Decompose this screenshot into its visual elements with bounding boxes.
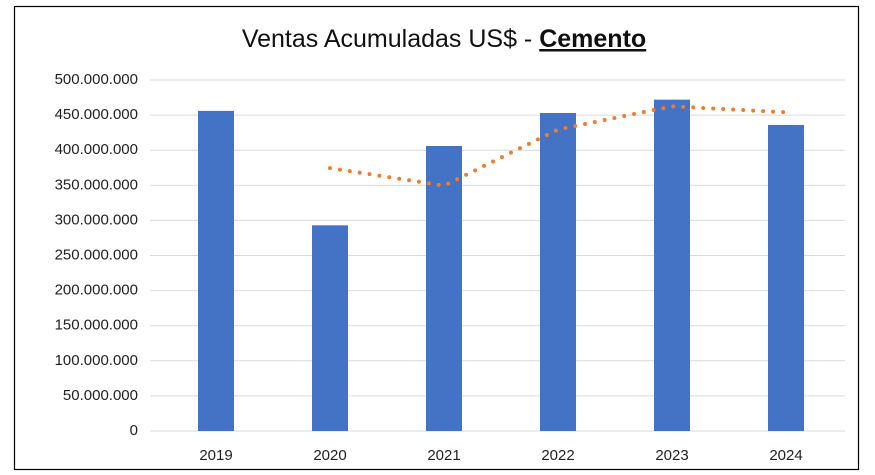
title-main: Ventas Acumuladas US$ - xyxy=(242,25,532,53)
y-tick-label: 50.000.000 xyxy=(63,387,138,404)
y-tick-label: 500.000.000 xyxy=(55,71,138,88)
bar xyxy=(768,124,804,431)
x-tick-label: 2019 xyxy=(199,447,232,464)
y-tick-label: 300.000.000 xyxy=(55,211,138,228)
title-emphasis: Cemento xyxy=(539,25,646,53)
x-tick-label: 2021 xyxy=(427,447,460,464)
bar xyxy=(540,112,576,431)
chart-title: Ventas Acumuladas US$ - Cemento xyxy=(242,25,646,53)
y-tick-label: 450.000.000 xyxy=(55,106,138,123)
y-tick-label: 350.000.000 xyxy=(55,176,138,193)
x-tick-label: 2023 xyxy=(655,447,688,464)
bar xyxy=(312,225,348,431)
y-tick-label: 100.000.000 xyxy=(55,352,138,369)
bar xyxy=(426,145,462,431)
y-tick-label: 250.000.000 xyxy=(55,246,138,263)
y-tick-label: 150.000.000 xyxy=(55,317,138,334)
x-tick-label: 2020 xyxy=(313,447,346,464)
y-tick-label: 0 xyxy=(130,422,138,439)
y-tick-label: 200.000.000 xyxy=(55,282,138,299)
y-tick-label: 400.000.000 xyxy=(55,141,138,158)
bar xyxy=(654,99,690,431)
bar xyxy=(198,110,234,431)
x-tick-label: 2024 xyxy=(769,447,802,464)
x-tick-label: 2022 xyxy=(541,447,574,464)
